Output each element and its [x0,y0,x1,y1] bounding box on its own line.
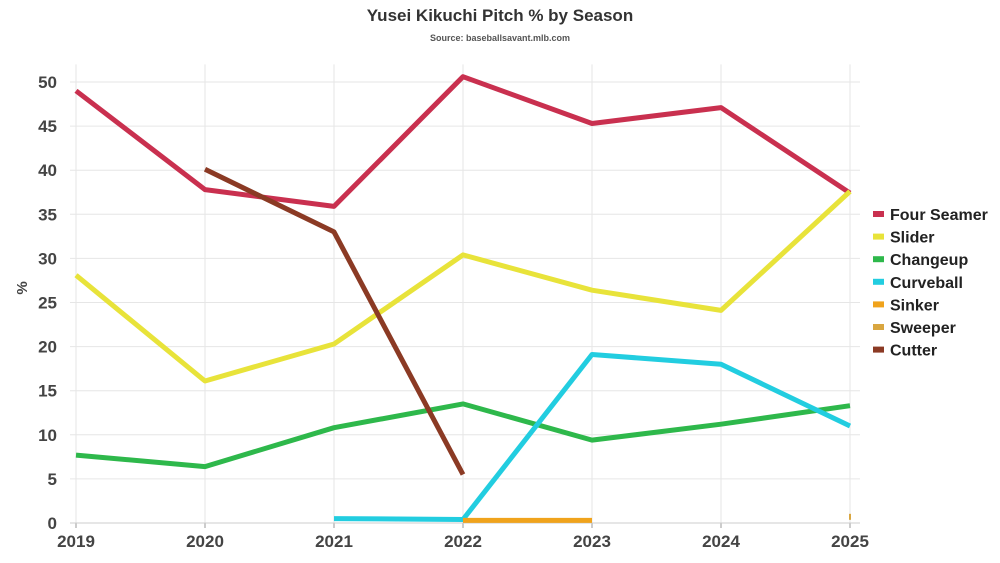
legend-swatch-sweeper [873,324,884,330]
y-tick-label: 45 [38,117,57,136]
legend-swatch-curveball [873,278,884,285]
legend-swatch-four-seamer [873,211,884,217]
legend: Four Seamer Slider Changeup Curveball Sinker… [873,207,988,360]
legend-label-cutter: Cutter [890,343,937,360]
series-lines [74,74,852,523]
y-tick-label: 40 [38,161,57,180]
y-tick-label: 35 [38,205,57,224]
y-tick-label: 50 [38,73,57,92]
x-tick-label: 2022 [444,532,482,551]
y-tick-label: 5 [48,470,57,489]
legend-swatch-slider [873,233,884,240]
legend-swatch-sinker [873,301,884,308]
y-axis-label: % [14,281,31,294]
y-tick-label: 25 [38,294,57,313]
series-line-cutter [203,167,466,476]
x-tick-label: 2021 [315,532,353,551]
legend-swatch-cutter [873,346,884,353]
y-tick-label: 20 [38,338,57,357]
series-line-changeup [75,401,851,470]
legend-label-slider: Slider [890,230,934,247]
series-line-four-seamer [74,74,852,209]
chart-subtitle: Source: baseballsavant.mlb.com [429,33,571,43]
legend-label-changeup: Changeup [890,252,968,269]
y-tick-label: 15 [38,382,57,401]
chart-title: Yusei Kikuchi Pitch % by Season [366,6,634,25]
series-line-curveball [333,352,852,522]
x-tick-label: 2019 [57,532,95,551]
y-tick-label: 30 [38,249,57,268]
series-line-slider [74,189,852,384]
legend-label-four-seamer: Four Seamer [890,207,988,224]
legend-swatch-changeup [873,256,884,263]
y-tick-label: 10 [38,426,57,445]
x-tick-label: 2020 [186,532,224,551]
y-tick-label: 0 [48,514,57,533]
x-tick-label: 2024 [702,532,740,551]
gridlines [70,64,860,524]
x-tick-label: 2025 [831,532,869,551]
legend-label-sweeper: Sweeper [890,320,956,337]
legend-label-sinker: Sinker [890,297,939,314]
legend-label-curveball: Curveball [890,275,963,292]
x-tick-label: 2023 [573,532,611,551]
